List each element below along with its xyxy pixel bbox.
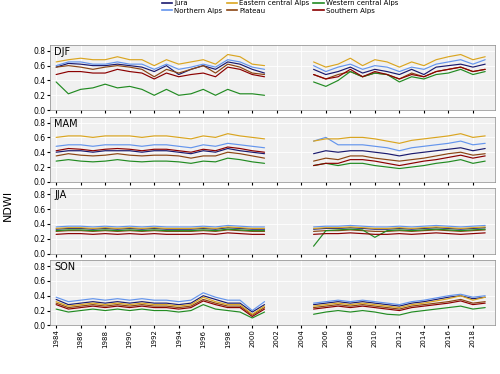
Text: DJF: DJF	[54, 47, 70, 57]
Text: NDWI: NDWI	[2, 190, 12, 221]
Text: JJA: JJA	[54, 190, 66, 200]
Text: MAM: MAM	[54, 119, 78, 129]
Text: SON: SON	[54, 262, 76, 272]
Legend: Jura, Northern Alps, Eastern central Alps, Plateau, Western central Alps, Southe: Jura, Northern Alps, Eastern central Alp…	[161, 0, 399, 15]
